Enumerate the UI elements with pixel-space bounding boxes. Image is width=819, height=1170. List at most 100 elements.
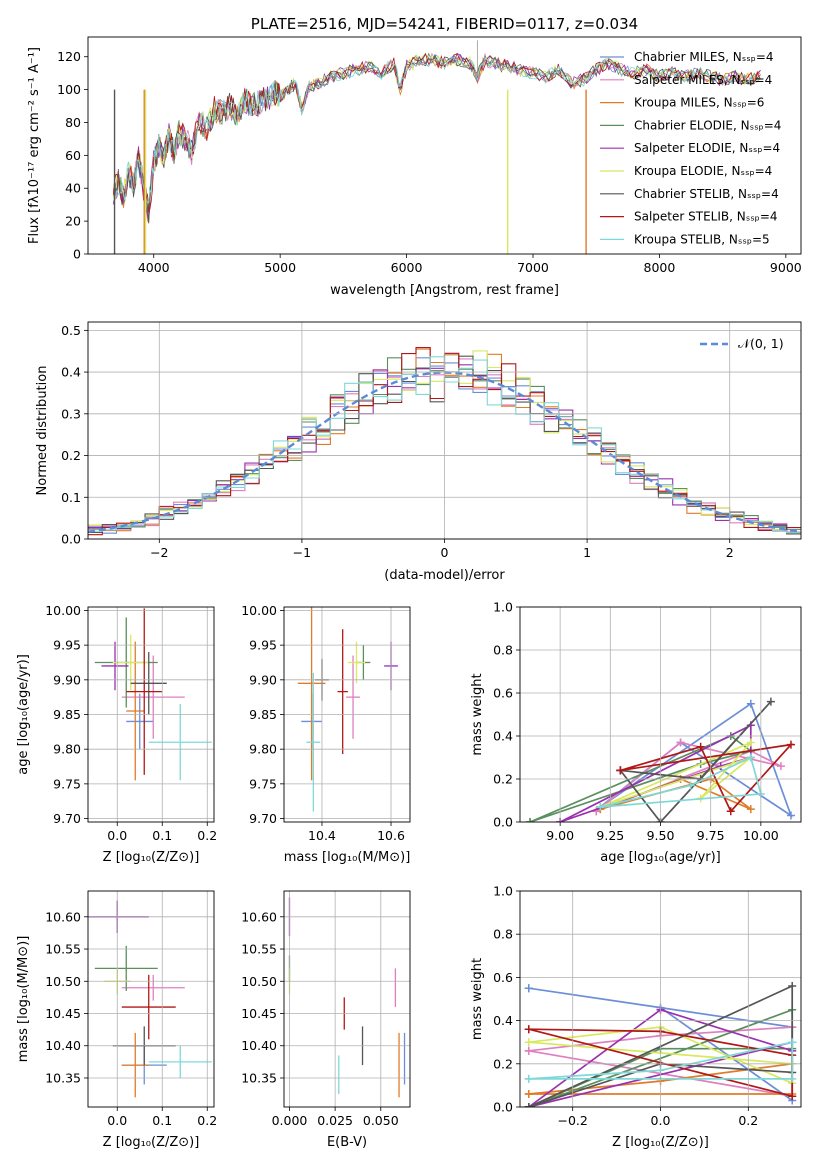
y-tick-label: 10.00 (241, 603, 277, 618)
legend-label: Chabrier ELODIE, Nₛₛₚ=4 (634, 118, 781, 132)
y-tick-label: 9.90 (249, 672, 277, 687)
legend-label: Salpeter STELIB, Nₛₛₚ=4 (634, 210, 778, 224)
y-axis-label: Flux [fλ10⁻¹⁷ erg cm⁻² s⁻¹ A⁻¹] (27, 47, 42, 244)
x-tick-label: 9.75 (697, 828, 725, 843)
y-axis-label: mass weight (470, 958, 485, 1040)
x-tick-label: 0 (441, 545, 449, 560)
plot-area (526, 697, 795, 822)
plot-area (88, 900, 212, 1098)
y-tick-label: 10.35 (241, 1070, 277, 1085)
spectrum-line (112, 52, 761, 213)
y-axis-label: mass [log₁₀(M/M⊙)] (16, 936, 31, 1063)
weight-marker (524, 1090, 533, 1099)
legend-label: Chabrier MILES, Nₛₛₚ=4 (634, 50, 774, 64)
x-tick-label: −0.2 (558, 1113, 588, 1128)
x-tick-label: 5000 (264, 260, 296, 275)
axes-frame (87, 606, 215, 823)
y-tick-label: 0.2 (61, 448, 81, 463)
y-tick-label: 10.40 (241, 1038, 277, 1053)
x-tick-label: 9.00 (546, 828, 574, 843)
y-tick-label: 9.85 (53, 707, 81, 722)
y-tick-label: 0.4 (493, 1013, 513, 1028)
panel-age-vs-mass: 10.4 10.6 9.70 9.75 9.80 9.85 9.90 9.95 10.00 mas… (241, 603, 411, 865)
y-tick-label: 9.70 (53, 811, 81, 826)
weight-marker (676, 738, 685, 747)
y-tick-label: 80 (65, 115, 81, 130)
legend-label: Kroupa STELIB, Nₛₛₚ=5 (634, 232, 770, 246)
weight-marker (524, 1103, 533, 1107)
weight-marker (746, 699, 755, 708)
x-axis-label: age [log₁₀(age/yr)] (600, 850, 721, 865)
y-axis-label: age [log₁₀(age/yr)] (16, 654, 31, 775)
y-tick-label: 10.45 (241, 1006, 277, 1021)
weight-marker (786, 811, 795, 820)
y-tick-label: 100 (57, 82, 81, 97)
y-tick-label: 0.8 (493, 643, 513, 658)
weight-marker (596, 802, 605, 811)
x-tick-label: 7000 (517, 260, 549, 275)
legend-label: Kroupa ELODIE, Nₛₛₚ=4 (634, 164, 772, 178)
x-tick-label: 0.0 (107, 1113, 127, 1128)
x-tick-label: 0.2 (197, 828, 217, 843)
axes-frame (519, 890, 802, 1108)
axes-frame (87, 36, 802, 255)
legend-label: Kroupa MILES, Nₛₛₚ=6 (634, 96, 764, 110)
y-tick-label: 10.45 (45, 1006, 81, 1021)
y-tick-label: 0.6 (493, 686, 513, 701)
weight-marker (524, 1074, 533, 1083)
x-tick-label: −2 (150, 545, 168, 560)
y-tick-label: 0.6 (493, 970, 513, 985)
plot-area (288, 897, 406, 1098)
spectrum-line (112, 56, 761, 204)
panel-spectrum: 4000 5000 6000 7000 8000 9000 0 20 40 60 80 100 120 P… (27, 15, 802, 298)
legend: 𝒩(0, 1) (700, 336, 784, 351)
panel-mass-vs-Z: 0.0 0.1 0.2 10.35 10.40 10.45 10.50 10.55 10.60 Z… (16, 890, 217, 1150)
weight-marker (788, 982, 797, 991)
weight-marker (766, 697, 775, 706)
y-tick-label: 10.60 (45, 909, 81, 924)
y-tick-label: 40 (65, 181, 81, 196)
weight-marker (696, 742, 705, 751)
legend-label: 𝒩(0, 1) (738, 336, 784, 351)
y-tick-label: 0.2 (493, 1056, 513, 1071)
y-tick-label: 10.50 (241, 974, 277, 989)
y-tick-label: 9.80 (249, 742, 277, 757)
x-axis-label: Z [log₁₀(Z/Z⊙)] (612, 1135, 709, 1150)
x-tick-label: 2 (726, 545, 734, 560)
y-tick-label: 9.70 (249, 811, 277, 826)
plot-area (112, 40, 761, 254)
x-tick-label: 0.0 (107, 828, 127, 843)
legend: Chabrier MILES, Nₛₛₚ=4 Salpeter MILES, Nₛ… (600, 50, 781, 246)
x-tick-label: 0.050 (363, 1113, 399, 1128)
x-axis-label: Z [log₁₀(Z/Z⊙)] (103, 850, 200, 865)
panel-mass-vs-EBV: 0.000 0.025 0.050 10.35 10.40 10.45 10.50 10.55… (241, 890, 411, 1150)
x-tick-label: 8000 (644, 260, 676, 275)
chart-title: PLATE=2516, MJD=54241, FIBERID=0117, z=0… (251, 15, 638, 33)
x-tick-label: 0.000 (272, 1113, 308, 1128)
x-tick-label: 9.25 (596, 828, 624, 843)
legend-label: Salpeter ELODIE, Nₛₛₚ=4 (634, 141, 780, 155)
weight-marker (788, 1038, 797, 1047)
y-tick-label: 0.0 (493, 1100, 513, 1115)
x-tick-label: 0.0 (651, 1113, 671, 1128)
y-tick-label: 20 (65, 214, 81, 229)
x-tick-label: 10.4 (308, 828, 336, 843)
x-tick-label: 6000 (391, 260, 423, 275)
y-tick-label: 10.40 (45, 1038, 81, 1053)
y-tick-label: 10.00 (45, 603, 81, 618)
x-axis-label: Z [log₁₀(Z/Z⊙)] (103, 1135, 200, 1150)
weight-marker (524, 1025, 533, 1034)
x-tick-label: 9000 (770, 260, 802, 275)
weight-marker (726, 807, 735, 816)
legend-label: Salpeter MILES, Nₛₛₚ=4 (634, 73, 772, 87)
x-tick-label: 0.2 (738, 1113, 758, 1128)
y-tick-label: 0.0 (61, 532, 81, 547)
x-tick-label: 1 (583, 545, 591, 560)
y-tick-label: 0.4 (493, 729, 513, 744)
x-tick-label: −1 (293, 545, 311, 560)
y-tick-label: 0.0 (493, 815, 513, 830)
weight-marker (746, 753, 755, 762)
weight-marker (746, 805, 755, 814)
y-tick-label: 60 (65, 148, 81, 163)
